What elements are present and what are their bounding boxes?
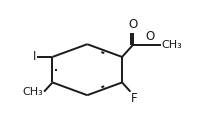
Text: CH₃: CH₃ (161, 40, 182, 50)
Text: I: I (33, 50, 36, 63)
Text: O: O (129, 18, 138, 31)
Text: CH₃: CH₃ (22, 87, 43, 97)
Text: F: F (131, 92, 138, 105)
Text: O: O (145, 30, 155, 43)
